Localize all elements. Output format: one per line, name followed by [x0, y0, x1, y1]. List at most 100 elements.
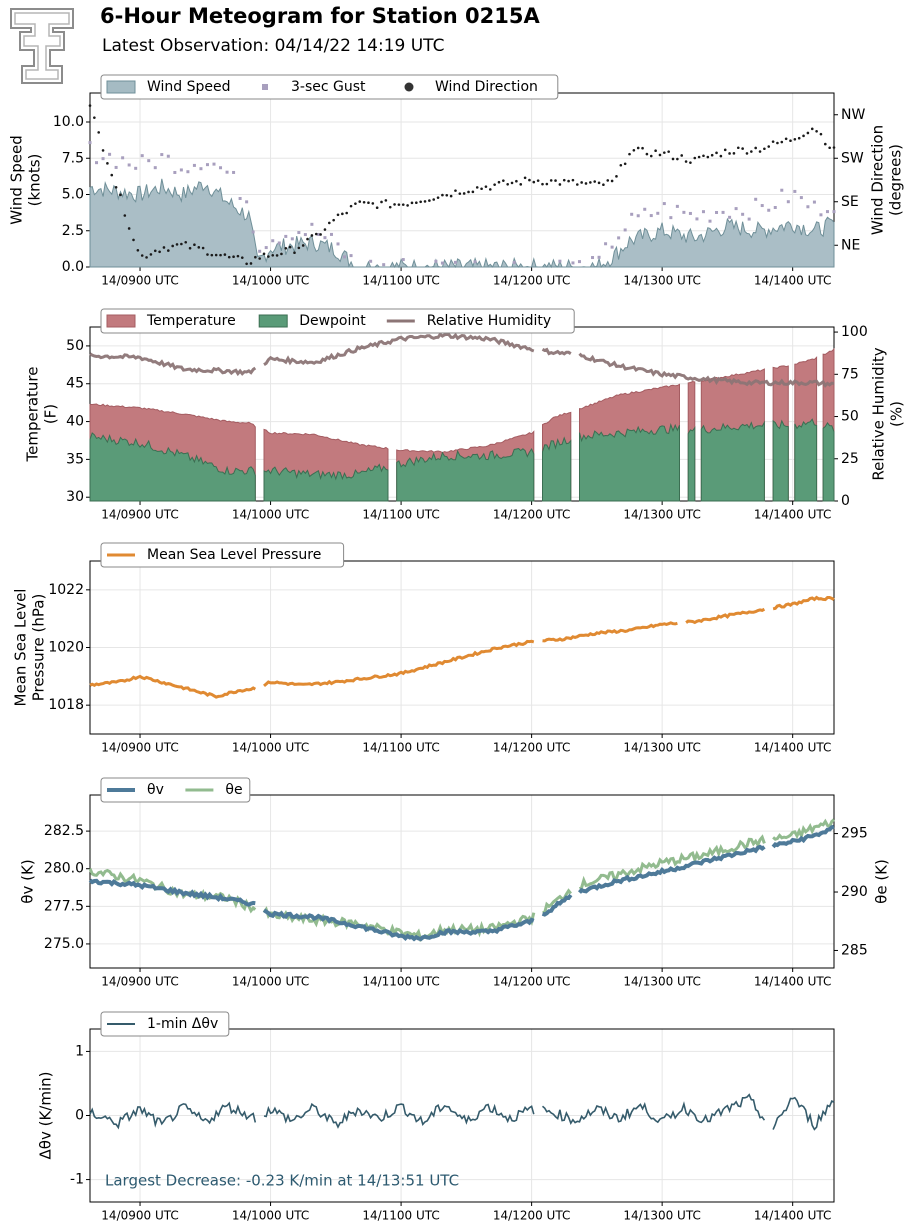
wind-direction-point: [380, 200, 383, 204]
gust-point: [166, 154, 170, 158]
gust-point: [225, 170, 229, 174]
wind-direction-point: [341, 212, 344, 216]
legend-swatch-wind-speed: [106, 80, 136, 94]
wind-direction-point: [262, 252, 266, 256]
gust-point: [297, 231, 301, 235]
y-tick-label: 35: [66, 451, 84, 467]
y-tick-label: 30: [66, 489, 84, 505]
y2-tick-label: 0: [841, 493, 850, 509]
wind-direction-point: [580, 181, 583, 184]
wind-direction-point: [475, 186, 479, 189]
x-tick-label: 14/1200 UTC: [493, 508, 570, 522]
wind-direction-point: [645, 152, 649, 156]
wind-direction-point: [327, 221, 331, 225]
wind-direction-point: [223, 253, 227, 256]
wind-direction-point: [393, 203, 396, 206]
gust-point: [205, 163, 209, 167]
wind-direction-point: [297, 246, 301, 250]
gust-point: [682, 210, 686, 214]
gust-point: [153, 166, 157, 170]
gust-point: [140, 154, 144, 158]
wind-direction-point: [510, 181, 514, 185]
wind-direction-point: [419, 200, 422, 204]
legend-label: 1-min Δθv: [147, 1016, 218, 1032]
x-tick-label: 14/1400 UTC: [754, 975, 831, 989]
wind-direction-point: [810, 127, 814, 131]
wind-direction-point: [449, 194, 453, 198]
wind-direction-point: [597, 181, 601, 185]
wind-direction-point: [819, 132, 823, 136]
wind-direction-point: [636, 146, 640, 150]
gust-point: [793, 189, 797, 193]
wind-direction-point: [110, 173, 114, 177]
wind-direction-point: [149, 253, 153, 256]
y2-tick-label: SE: [841, 194, 859, 210]
wind-direction-point: [401, 203, 405, 206]
wind-direction-point: [741, 147, 744, 150]
wind-direction-point: [428, 199, 431, 202]
wind-direction-point: [771, 140, 775, 143]
wind-direction-point: [732, 152, 736, 155]
wind-direction-point: [201, 246, 205, 250]
wind-direction-point: [397, 203, 401, 206]
gust-point: [571, 261, 575, 265]
gust-point: [767, 208, 771, 212]
wind-direction-point: [758, 150, 762, 153]
gust-point: [88, 141, 92, 145]
wind-direction-point: [575, 183, 579, 186]
wind-direction-point: [123, 214, 127, 217]
wind-direction-point: [484, 185, 488, 188]
gust-point: [232, 170, 236, 174]
wind-direction-point: [610, 179, 614, 183]
wind-direction-point: [693, 156, 697, 160]
gust-point: [173, 170, 177, 174]
gust-point: [741, 212, 745, 216]
y-tick-label: 7.5: [62, 150, 84, 166]
wind-direction-point: [145, 256, 148, 259]
wind-direction-point: [745, 152, 749, 155]
wind-direction-point: [175, 243, 179, 246]
gust-point: [636, 214, 640, 218]
gust-point: [780, 188, 784, 192]
university-logo: [8, 6, 76, 86]
gust-point: [284, 234, 288, 238]
wind-direction-point: [445, 193, 449, 197]
wind-direction-point: [197, 246, 201, 249]
wind-direction-point: [780, 140, 784, 144]
legend-box: [100, 308, 575, 334]
wind-direction-point: [345, 211, 349, 215]
gust-point: [812, 200, 816, 204]
gust-point: [819, 213, 823, 217]
gust-point: [323, 236, 327, 240]
wind-direction-point: [249, 262, 253, 265]
wind-direction-point: [314, 232, 318, 236]
y2-axis-label: (degrees): [887, 144, 905, 216]
wind-direction-point: [375, 206, 379, 209]
x-tick-label: 14/0900 UTC: [101, 1209, 178, 1223]
y-tick-label: 45: [66, 376, 84, 392]
wind-direction-point: [632, 148, 636, 152]
gust-point: [290, 237, 294, 241]
x-tick-label: 14/1000 UTC: [232, 508, 309, 522]
wind-direction-point: [689, 161, 692, 164]
wind-direction-point: [93, 116, 96, 119]
gust-point: [747, 217, 751, 221]
wind-direction-point: [293, 251, 296, 255]
legend-box: [100, 74, 559, 100]
legend-label: Wind Speed: [147, 79, 231, 95]
gust-point: [245, 200, 249, 204]
wind-direction-point: [275, 254, 279, 257]
wind-direction-point: [702, 154, 705, 158]
wind-direction-point: [467, 190, 470, 194]
gust-point: [623, 228, 627, 232]
wind-direction-point: [797, 136, 801, 140]
x-tick-label: 14/1200 UTC: [493, 975, 570, 989]
gust-point: [728, 215, 732, 219]
wind-direction-point: [167, 249, 170, 252]
wind-direction-point: [323, 228, 327, 231]
y-axis-label: Wind Speed: [8, 135, 26, 225]
wind-direction-point: [101, 149, 105, 152]
x-tick-label: 14/1000 UTC: [232, 975, 309, 989]
gust-point: [369, 259, 373, 263]
gust-point: [760, 204, 764, 208]
